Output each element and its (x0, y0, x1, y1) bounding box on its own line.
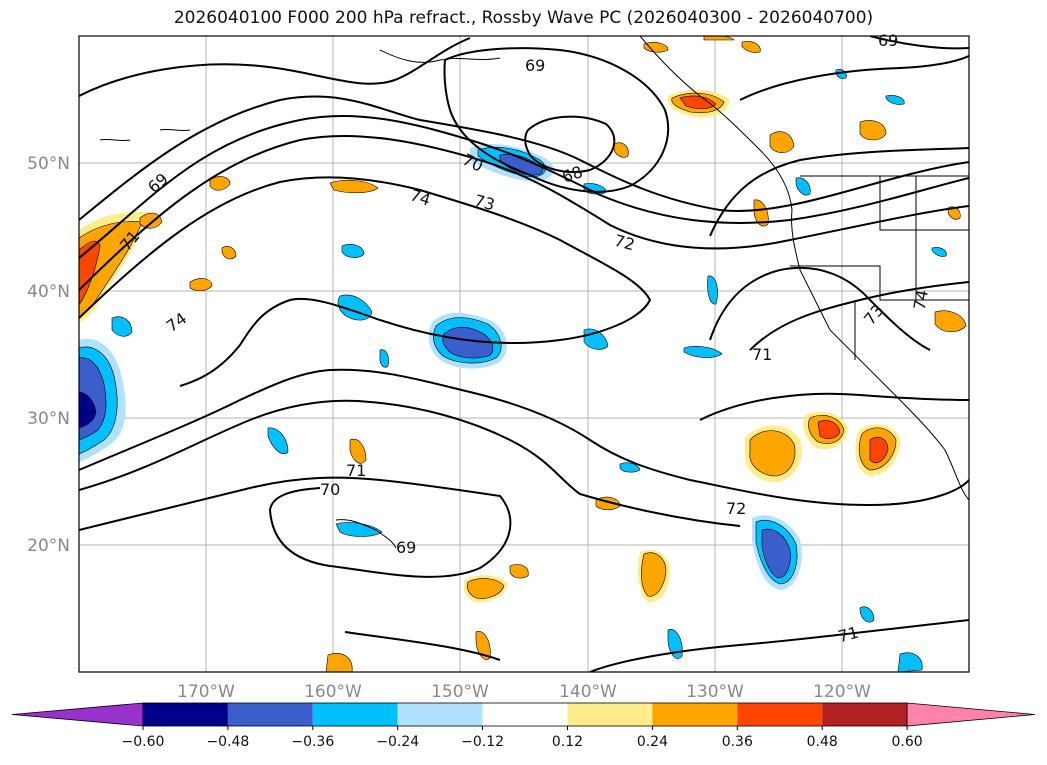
colorbar-tick-label: 0.12 (552, 734, 583, 750)
map-title: 2026040100 F000 200 hPa refract., Rossby… (173, 8, 874, 28)
lat-label: 20°N (27, 536, 70, 556)
colorbar-segment (482, 703, 568, 726)
colorbar-tick-label: 0.60 (892, 734, 923, 750)
contour-label: 69 (878, 31, 898, 50)
colorbar-tick-label: −0.24 (376, 734, 419, 750)
colorbar-segment (312, 703, 398, 726)
colorbar-tick-label: 0.24 (637, 734, 668, 750)
contour-label: 71 (752, 345, 772, 364)
contour-lines (79, 36, 969, 672)
contour-label: 70 (320, 480, 340, 499)
colorbar-segment (737, 703, 823, 726)
colorbar-segment (397, 703, 483, 726)
colorbar-tick-label: 0.48 (807, 734, 838, 750)
colorbar-segment (227, 703, 313, 726)
contour-label: 74 (910, 288, 932, 311)
contour-label: 71 (836, 623, 861, 647)
colorbar-segment (567, 703, 653, 726)
lon-label: 170°W (177, 682, 235, 702)
contour-label: 69 (525, 56, 545, 75)
coastlines (99, 36, 969, 549)
lat-label: 40°N (27, 282, 70, 302)
shaded-anomalies (79, 36, 967, 672)
colorbar-segment (822, 703, 908, 726)
colorbar-tick-label: −0.36 (291, 734, 334, 750)
colorbar-tick-label: −0.12 (461, 734, 504, 750)
contour-label: 73 (472, 191, 497, 215)
longitude-labels: 170°W 160°W 150°W 140°W 130°W 120°W (177, 682, 871, 702)
latitude-labels: 20°N 30°N 40°N 50°N (27, 154, 70, 556)
lon-label: 130°W (686, 682, 744, 702)
contour-label: 72 (726, 499, 746, 518)
lon-label: 150°W (431, 682, 489, 702)
colorbar-tick-label: −0.60 (122, 734, 165, 750)
colorbar-tick-label: 0.36 (722, 734, 753, 750)
lat-label: 50°N (27, 154, 70, 174)
colorbar-frame (142, 702, 908, 727)
colorbar-extend-low (11, 702, 144, 727)
contour-label: 69 (396, 538, 416, 557)
map-frame (78, 35, 970, 673)
colorbar-segment (143, 703, 228, 726)
colorbar-segment (652, 703, 738, 726)
contour-label: 71 (346, 461, 366, 480)
colorbar-extend-high (906, 702, 1036, 727)
lon-label: 140°W (559, 682, 617, 702)
lat-label: 30°N (27, 409, 70, 429)
colorbar-tick-label: −0.48 (206, 734, 249, 750)
lon-label: 160°W (304, 682, 362, 702)
colorbar: −0.60 −0.48 −0.36 −0.24 −0.12 0.12 0.24 0.36 0.4… (11, 702, 1036, 750)
lon-label: 120°W (813, 682, 871, 702)
contour-label: 72 (612, 231, 637, 255)
